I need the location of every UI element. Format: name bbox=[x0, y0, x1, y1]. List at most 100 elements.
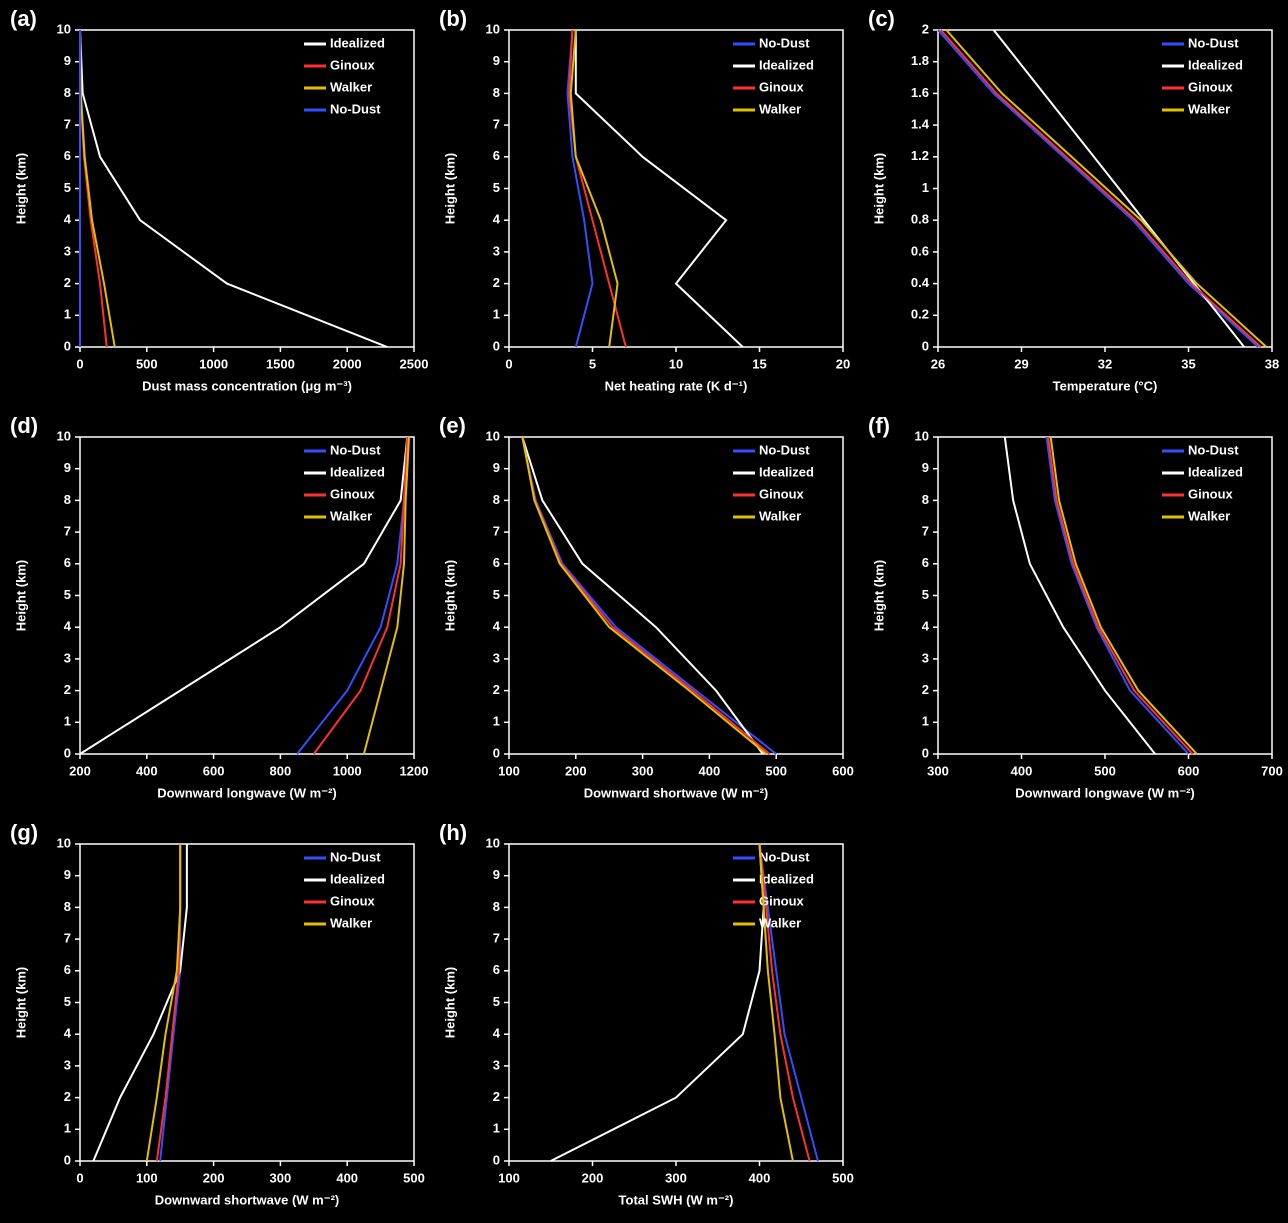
profile-line bbox=[79, 29, 108, 348]
x-tick-label: 0 bbox=[505, 356, 512, 371]
legend-label: No-Dust bbox=[759, 849, 810, 864]
y-tick-label: 4 bbox=[493, 212, 501, 227]
y-tick-label: 7 bbox=[64, 524, 71, 539]
y-tick-label: 3 bbox=[64, 1057, 71, 1072]
x-tick-label: 800 bbox=[270, 763, 292, 778]
x-tick-label: 5 bbox=[589, 356, 596, 371]
x-axis-label: Downward longwave (W m⁻²) bbox=[157, 785, 336, 800]
y-tick-label: 3 bbox=[64, 650, 71, 665]
y-tick-label: 7 bbox=[493, 117, 500, 132]
y-tick-label: 10 bbox=[57, 428, 71, 443]
legend-label: Walker bbox=[1188, 508, 1230, 523]
plot-frame bbox=[79, 29, 415, 348]
y-axis-label: Height (km) bbox=[442, 153, 457, 225]
profile-line bbox=[574, 30, 744, 348]
profile-line bbox=[521, 436, 777, 755]
y-tick-label: 4 bbox=[64, 1026, 72, 1041]
y-tick-label: 1.6 bbox=[911, 85, 929, 100]
y-tick-label: 0 bbox=[922, 745, 929, 760]
y-tick-label: 0.8 bbox=[911, 212, 929, 227]
profile-line bbox=[1049, 436, 1198, 755]
y-tick-label: 1 bbox=[493, 1121, 500, 1136]
legend-label: Walker bbox=[759, 915, 801, 930]
y-tick-label: 1.8 bbox=[911, 53, 929, 68]
x-tick-label: 32 bbox=[1098, 356, 1112, 371]
x-tick-label: 100 bbox=[498, 763, 520, 778]
y-tick-label: 1.4 bbox=[911, 117, 930, 132]
y-tick-label: 0 bbox=[922, 338, 929, 353]
profile-line bbox=[1003, 436, 1156, 755]
x-tick-label: 600 bbox=[1178, 763, 1200, 778]
y-tick-label: 9 bbox=[64, 460, 71, 475]
y-tick-label: 7 bbox=[493, 524, 500, 539]
legend-label: Idealized bbox=[759, 464, 814, 479]
y-tick-label: 9 bbox=[493, 460, 500, 475]
y-tick-label: 8 bbox=[493, 492, 500, 507]
panel-label: (g) bbox=[10, 820, 38, 845]
profile-line bbox=[940, 29, 1262, 348]
y-tick-label: 2 bbox=[493, 682, 500, 697]
y-tick-label: 4 bbox=[64, 212, 72, 227]
y-tick-label: 0 bbox=[64, 1152, 71, 1167]
x-tick-label: 500 bbox=[136, 356, 158, 371]
profile-line bbox=[568, 29, 627, 348]
y-tick-label: 2 bbox=[64, 275, 71, 290]
y-tick-label: 9 bbox=[64, 53, 71, 68]
legend-label: Ginoux bbox=[1188, 486, 1234, 501]
y-tick-label: 7 bbox=[493, 931, 500, 946]
y-tick-label: 8 bbox=[493, 85, 500, 100]
x-axis-label: Downward longwave (W m⁻²) bbox=[1015, 785, 1194, 800]
x-tick-label: 10 bbox=[669, 356, 683, 371]
y-tick-label: 3 bbox=[493, 650, 500, 665]
x-tick-label: 15 bbox=[752, 356, 766, 371]
y-tick-label: 5 bbox=[922, 587, 929, 602]
profile-line bbox=[569, 29, 619, 348]
y-tick-label: 10 bbox=[57, 835, 71, 850]
y-tick-label: 2 bbox=[64, 682, 71, 697]
y-tick-label: 10 bbox=[486, 21, 500, 36]
x-axis-label: Dust mass concentration (μg m⁻³) bbox=[142, 378, 352, 393]
x-tick-label: 500 bbox=[403, 1170, 425, 1185]
x-tick-label: 38 bbox=[1265, 356, 1279, 371]
y-axis-label: Height (km) bbox=[871, 153, 886, 225]
y-tick-label: 4 bbox=[922, 619, 930, 634]
y-tick-label: 9 bbox=[493, 867, 500, 882]
profile-line bbox=[1045, 436, 1190, 755]
x-tick-label: 300 bbox=[665, 1170, 687, 1185]
y-tick-label: 1 bbox=[922, 180, 929, 195]
y-tick-label: 8 bbox=[64, 85, 71, 100]
x-tick-label: 2000 bbox=[333, 356, 362, 371]
x-tick-label: 1000 bbox=[333, 763, 362, 778]
y-axis-label: Height (km) bbox=[871, 560, 886, 632]
plot-frame bbox=[937, 436, 1273, 755]
profile-line bbox=[937, 29, 1259, 348]
legend-label: Walker bbox=[759, 101, 801, 116]
profile-line bbox=[92, 844, 188, 1162]
y-tick-label: 6 bbox=[493, 148, 500, 163]
profile-line bbox=[758, 843, 811, 1162]
legend-label: Idealized bbox=[330, 464, 385, 479]
y-tick-label: 5 bbox=[64, 587, 71, 602]
y-tick-label: 0.6 bbox=[911, 243, 929, 258]
profile-line bbox=[145, 844, 182, 1162]
x-tick-label: 100 bbox=[498, 1170, 520, 1185]
y-tick-label: 10 bbox=[57, 21, 71, 36]
y-tick-label: 2 bbox=[64, 1089, 71, 1104]
x-tick-label: 400 bbox=[749, 1170, 771, 1185]
profile-line bbox=[992, 29, 1245, 348]
y-tick-label: 0 bbox=[493, 1152, 500, 1167]
profile-line bbox=[758, 843, 794, 1162]
plot-frame bbox=[508, 29, 844, 348]
panel-label: (f) bbox=[868, 413, 890, 438]
legend-label: Walker bbox=[759, 508, 801, 523]
y-tick-label: 6 bbox=[493, 555, 500, 570]
x-tick-label: 1500 bbox=[266, 356, 295, 371]
y-tick-label: 3 bbox=[922, 650, 929, 665]
y-tick-label: 9 bbox=[493, 53, 500, 68]
x-axis-label: Net heating rate (K d⁻¹) bbox=[605, 378, 748, 393]
profile-line bbox=[521, 436, 771, 755]
x-tick-label: 600 bbox=[203, 763, 225, 778]
y-tick-label: 8 bbox=[922, 492, 929, 507]
profile-line bbox=[312, 436, 409, 755]
